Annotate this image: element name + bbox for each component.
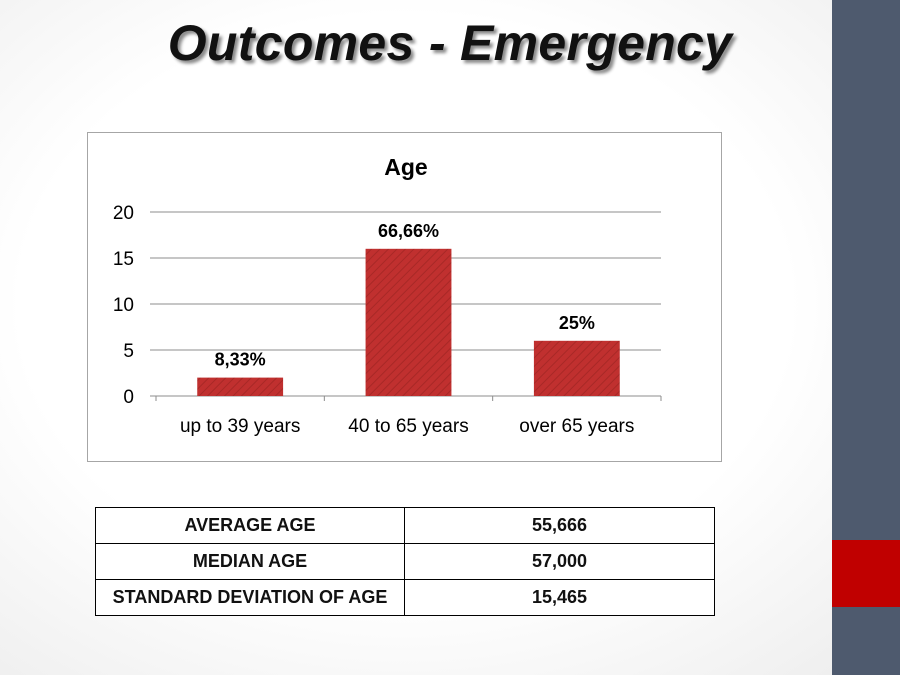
bar-data-label: 25% — [559, 313, 595, 333]
y-tick-label: 15 — [113, 249, 134, 270]
y-tick-label: 10 — [113, 295, 134, 316]
table-row: MEDIAN AGE 57,000 — [95, 543, 715, 580]
stat-label-average-age: AVERAGE AGE — [95, 507, 405, 544]
y-tick-label: 20 — [113, 203, 134, 224]
x-tick-label: over 65 years — [519, 416, 634, 437]
stat-label-median-age: MEDIAN AGE — [95, 543, 405, 580]
x-axis-ticks: up to 39 years 40 to 65 years over 65 year… — [155, 396, 662, 437]
bar-2 — [365, 248, 452, 396]
stat-value-std-dev-age: 15,465 — [404, 579, 715, 616]
table-row: AVERAGE AGE 55,666 — [95, 507, 715, 544]
x-tick-label: 40 to 65 years — [348, 416, 468, 437]
data-label-layer: 8,33% 66,66% 25% — [215, 221, 595, 370]
bar-3 — [533, 340, 620, 396]
table-row: STANDARD DEVIATION OF AGE 15,465 — [95, 579, 715, 616]
y-tick-label: 0 — [123, 387, 134, 408]
slide-title: Outcomes - Emergency — [167, 15, 733, 71]
x-tick-label: up to 39 years — [180, 416, 300, 437]
bar-1 — [197, 377, 284, 396]
stat-value-median-age: 57,000 — [404, 543, 715, 580]
bar-data-label: 66,66% — [378, 221, 439, 241]
y-tick-label: 5 — [123, 341, 134, 362]
bar-data-label: 8,33% — [215, 350, 266, 370]
stat-value-average-age: 55,666 — [404, 507, 715, 544]
chart-title: Age — [384, 154, 427, 180]
age-stats-table: AVERAGE AGE 55,666 MEDIAN AGE 57,000 STA… — [95, 507, 715, 616]
age-chart: Age 0 5 10 15 20 8,33% 66,66% 25% up to 39 yea… — [87, 132, 722, 462]
y-axis-ticks: 0 5 10 15 20 — [113, 203, 134, 408]
stat-label-std-dev-age: STANDARD DEVIATION OF AGE — [95, 579, 405, 616]
side-accent-block — [832, 540, 900, 607]
chart-svg: Age 0 5 10 15 20 8,33% 66,66% 25% up to 39 yea… — [113, 154, 662, 437]
bar-layer — [197, 248, 620, 396]
